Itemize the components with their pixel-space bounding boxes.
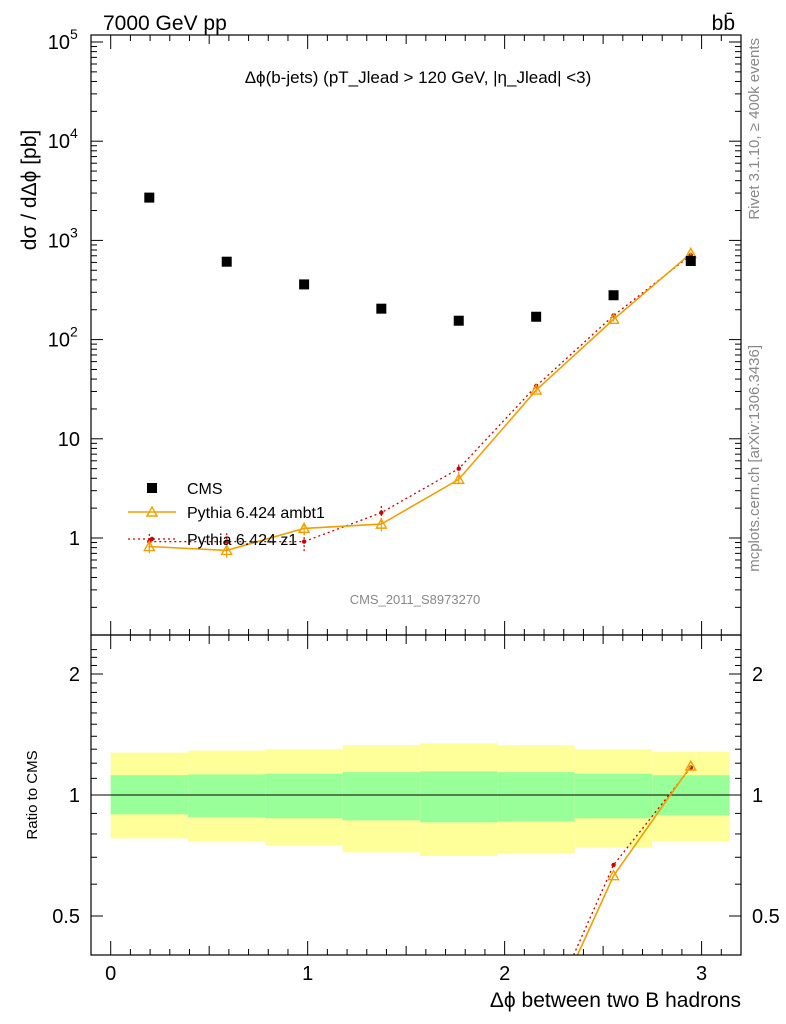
main-panel: Δϕ(b-jets) (pT_Jlead > 120 GeV, |η_Jlead… [18, 26, 742, 636]
ambt1-point [375, 517, 388, 529]
ratio-band-inner [188, 774, 266, 818]
main-y-tick-exponent: 2 [70, 324, 78, 340]
x-tick-label: 2 [499, 963, 510, 985]
ratio-y-tick-label-right: 0.5 [752, 906, 780, 928]
ambt1-point [529, 383, 543, 395]
ratio-ambt1-point [684, 759, 697, 771]
ratio-z1-line [573, 767, 692, 956]
ratio-band-inner [574, 773, 653, 819]
ratio-panel: 0.5 0.5 1 1 2 2 0 1 2 3 Ratio to CMS Δϕ between t… [24, 634, 780, 1012]
x-tick-label: 0 [105, 963, 116, 985]
main-y-tick-exponent: 3 [70, 224, 78, 240]
cms-point [144, 192, 155, 203]
main-y-tick-label: 10 [58, 429, 80, 451]
main-y-tick-exponent: 5 [70, 26, 78, 42]
main-y-tick-label: 10 [48, 330, 70, 352]
legend-cms-marker [147, 483, 157, 493]
main-y-tick-label: 10 [48, 230, 70, 252]
legend: CMS Pythia 6.424 ambt1 Pythia 6.424 z1 [128, 481, 325, 549]
cms-point [531, 311, 542, 322]
ambt1-point [607, 312, 620, 325]
ratio-y-tick-label-right: 1 [752, 785, 763, 807]
x-axis-label: Δϕ between two B hadrons [490, 989, 741, 1012]
mcplots-label: mcplots.cern.ch [arXiv:1306.3436] [746, 345, 763, 572]
ambt1-point [452, 472, 465, 485]
ratio-band-inner [497, 772, 575, 822]
analysis-id: CMS_2011_S8973270 [350, 592, 481, 607]
ratio-band-inner [265, 773, 343, 819]
main-y-tick-exponent: 4 [70, 125, 78, 141]
ratio-y-tick-label-left: 1 [69, 785, 80, 807]
cms-point [299, 279, 310, 290]
cms-point [453, 315, 464, 326]
ratio-ambt1-line [576, 765, 692, 956]
z1-point [379, 510, 384, 515]
legend-z1-marker [149, 536, 155, 542]
cms-point [221, 256, 232, 267]
cms-point [376, 303, 387, 314]
rivet-label: Rivet 3.1.10, ≥ 400k events [746, 38, 763, 220]
main-y-tick-label: 10 [48, 131, 70, 153]
ratio-band-inner [420, 771, 498, 823]
x-tick-label: 1 [302, 963, 313, 985]
ratio-y-tick-label-left: 2 [69, 664, 80, 686]
header-left: 7000 GeV pp [103, 12, 227, 35]
main-y-tick-label: 10 [48, 32, 70, 54]
ambt1-line [149, 252, 692, 552]
header-right: bb̄ [712, 12, 735, 35]
ambt1-point [143, 540, 156, 552]
ambt1-point [220, 543, 233, 556]
ratio-frame [90, 634, 742, 956]
z1-point [301, 539, 307, 544]
z1-line [149, 254, 692, 543]
legend-ambt1-label: Pythia 6.424 ambt1 [187, 505, 325, 522]
main-title: Δϕ(b-jets) (pT_Jlead > 120 GeV, |η_Jlead… [245, 68, 592, 87]
z1-point [456, 466, 461, 471]
main-ylabel: dσ / dΔϕ [pb] [18, 130, 41, 250]
ratio-band-inner [342, 772, 421, 821]
ratio-y-tick-label-right: 2 [752, 664, 763, 686]
cms-point [685, 255, 696, 266]
legend-z1-label: Pythia 6.424 z1 [187, 532, 297, 549]
cms-point [608, 290, 619, 301]
ratio-ylabel: Ratio to CMS [24, 750, 41, 839]
ambt1-point [297, 521, 311, 534]
x-tick-label: 3 [696, 963, 707, 985]
legend-cms-label: CMS [187, 481, 223, 498]
main-y-tick-label: 1 [69, 528, 80, 550]
z1-point [224, 539, 229, 544]
ratio-ambt1-point [607, 869, 620, 881]
ratio-y-tick-label-left: 0.5 [52, 906, 80, 928]
legend-ambt1-marker [145, 505, 159, 517]
ratio-z1-point [611, 862, 616, 868]
